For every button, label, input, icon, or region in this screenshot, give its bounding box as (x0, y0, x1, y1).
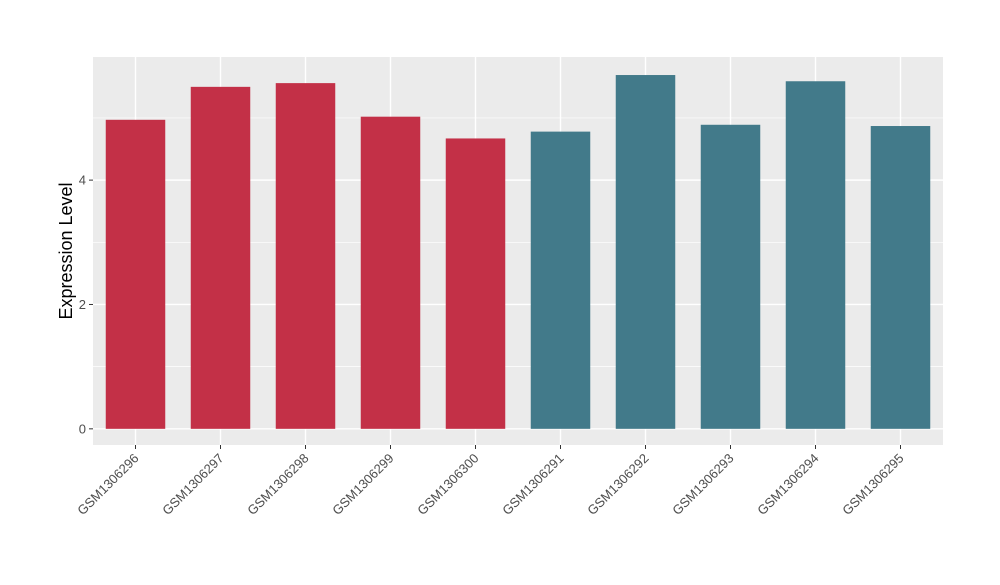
x-tick-label: GSM1306297 (159, 451, 226, 518)
bar-GSM1306293 (700, 124, 761, 429)
x-tick-label: GSM1306295 (839, 451, 906, 518)
bar-GSM1306296 (105, 119, 166, 429)
bar-GSM1306292 (615, 75, 676, 429)
x-tick-label: GSM1306296 (74, 451, 141, 518)
y-tick-label: 4 (79, 173, 86, 188)
bar-GSM1306295 (870, 126, 931, 429)
bar-GSM1306297 (190, 86, 251, 429)
y-tick-label: 0 (79, 421, 86, 436)
x-tick-label: GSM1306298 (244, 451, 311, 518)
bar-GSM1306300 (445, 138, 506, 429)
x-tick-label: GSM1306299 (329, 451, 396, 518)
y-axis: 0 2 4 (79, 173, 93, 436)
x-tick-label: GSM1306294 (754, 451, 821, 518)
bar-GSM1306291 (530, 131, 591, 429)
x-tick-label: GSM1306291 (499, 451, 566, 518)
y-axis-title: Expression Level (56, 182, 76, 319)
bar-GSM1306294 (785, 81, 846, 429)
y-tick-label: 2 (79, 297, 86, 312)
bar-GSM1306298 (275, 83, 336, 429)
x-tick-label: GSM1306293 (669, 451, 736, 518)
bars (105, 75, 931, 429)
bar-GSM1306299 (360, 116, 421, 429)
x-tick-label: GSM1306300 (414, 451, 481, 518)
x-axis: GSM1306296 GSM1306297 GSM1306298 GSM1306299… (74, 445, 907, 518)
x-tick-label: GSM1306292 (584, 451, 651, 518)
